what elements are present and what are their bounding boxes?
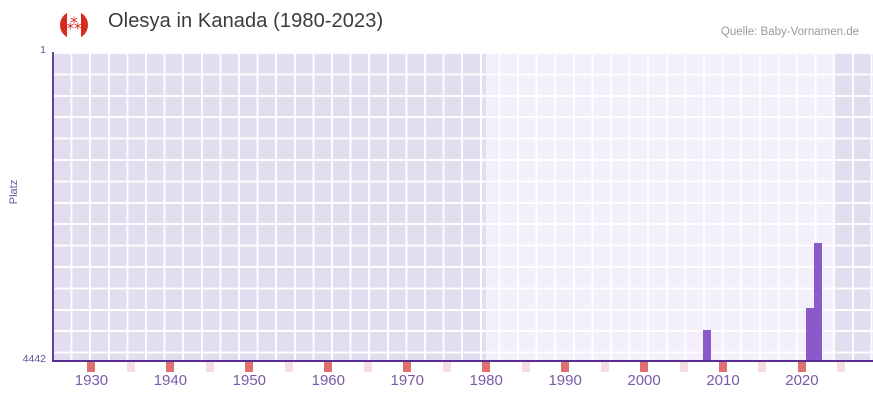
x-tick-2020: [797, 362, 806, 372]
x-axis-line: [52, 360, 873, 362]
x-tick-1990: [561, 362, 570, 372]
x-axis-label-1960: 1960: [311, 372, 345, 389]
y-axis-title: Platz: [8, 179, 20, 205]
x-axis-label-1950: 1950: [232, 372, 267, 389]
x-tick-1945: [205, 362, 214, 372]
bar-2008[interactable]: [703, 330, 712, 361]
plot-area: [52, 52, 873, 361]
x-tick-1970: [403, 362, 412, 372]
x-axis-tick-strip: [52, 362, 873, 372]
x-tick-2015: [758, 362, 767, 372]
x-tick-2025: [837, 362, 846, 372]
maple-leaf-icon: ⁂: [66, 16, 82, 33]
x-tick-1985: [521, 362, 530, 372]
x-tick-1980: [482, 362, 491, 372]
x-axis-label-2000: 2000: [627, 372, 661, 389]
y-axis-line: [52, 52, 54, 362]
x-tick-2005: [679, 362, 688, 372]
x-tick-1935: [126, 362, 135, 372]
bar-series: [52, 52, 873, 361]
x-tick-1960: [324, 362, 333, 372]
x-axis-label-1930: 1930: [74, 372, 109, 389]
x-axis-label-2010: 2010: [706, 372, 740, 389]
x-tick-2000: [640, 362, 649, 372]
x-tick-1995: [600, 362, 609, 372]
chart-header: ⁂ Olesya in Kanada (1980-2023) Quelle: B…: [0, 0, 873, 46]
x-axis-labels: 1930 1940 1950 1960 1970 1980 1990 2000 2010 2020: [0, 372, 873, 398]
x-tick-1965: [363, 362, 372, 372]
x-tick-1940: [166, 362, 175, 372]
x-axis-label-1970: 1970: [390, 372, 424, 389]
canada-flag-icon: ⁂: [60, 11, 88, 39]
x-axis-label-1980: 1980: [469, 372, 503, 389]
source-credit: Quelle: Baby-Vornamen.de: [720, 26, 859, 38]
page-title: Olesya in Kanada (1980-2023): [108, 10, 384, 32]
flag-right-band: [81, 11, 88, 39]
x-axis-label-2020: 2020: [785, 372, 819, 389]
x-tick-1975: [442, 362, 451, 372]
x-tick-1930: [87, 362, 96, 372]
y-axis-max-label: 1: [40, 44, 46, 56]
x-axis-label-1940: 1940: [153, 372, 188, 389]
x-tick-1950: [245, 362, 254, 372]
bar-2021[interactable]: [805, 307, 814, 361]
x-axis-label-1990: 1990: [548, 372, 582, 389]
x-tick-2010: [719, 362, 727, 372]
y-axis-min-label: 4442: [22, 353, 46, 365]
bar-2022[interactable]: [813, 242, 822, 361]
flag-left-band: [60, 11, 67, 39]
x-tick-1955: [284, 362, 293, 372]
